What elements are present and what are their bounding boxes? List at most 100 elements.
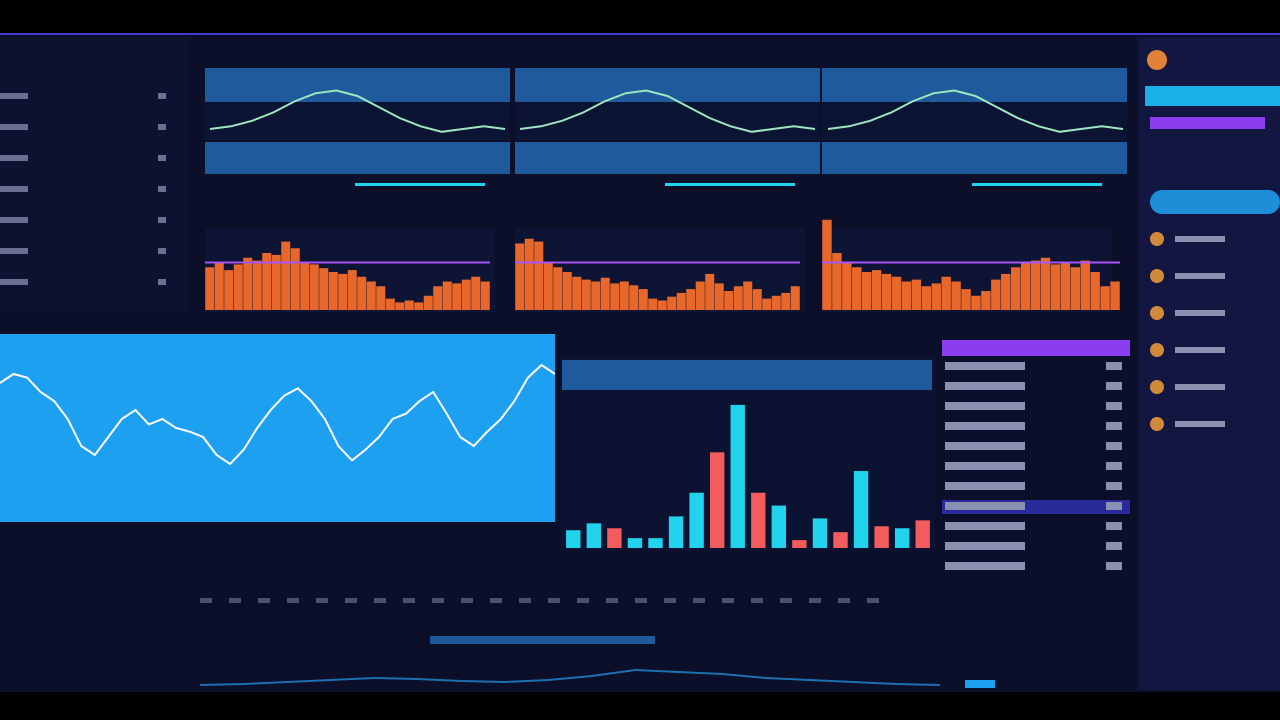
list-row-text <box>945 482 1025 490</box>
bar <box>822 219 832 310</box>
list-row-value <box>1106 462 1122 470</box>
sidebar-row-value <box>158 124 166 130</box>
sidebar-icon <box>1150 232 1164 246</box>
bar <box>442 281 452 310</box>
progress-bar <box>430 636 655 644</box>
bar <box>901 281 912 310</box>
sidebar-row-text <box>0 93 28 99</box>
mini-panel-strip <box>972 183 1102 186</box>
bar <box>891 276 902 310</box>
timeline-tick <box>693 598 705 603</box>
bar <box>524 238 534 310</box>
sidebar-row-text <box>0 155 28 161</box>
bar <box>714 283 724 310</box>
timeline-tick <box>374 598 386 603</box>
bar <box>452 283 462 310</box>
sidebar-item-text <box>1175 421 1225 427</box>
bar <box>911 279 922 310</box>
bar <box>566 530 581 548</box>
bar <box>648 538 663 548</box>
list-row-value <box>1106 542 1122 550</box>
bar <box>657 300 667 310</box>
mini-panel-strip <box>355 183 485 186</box>
bar <box>205 267 215 310</box>
bar <box>724 291 734 310</box>
bar <box>668 516 684 548</box>
sidebar-icon <box>1150 306 1164 320</box>
bar <box>832 253 842 310</box>
right-sidebar <box>1138 38 1280 690</box>
sidebar-item-text <box>1175 384 1225 390</box>
bar <box>591 281 601 310</box>
bar <box>676 292 686 310</box>
bar <box>961 289 971 310</box>
bar <box>951 281 961 310</box>
timeline-tick <box>490 598 502 603</box>
bar <box>1100 286 1110 310</box>
timeline-tick <box>548 598 560 603</box>
list-row-text <box>945 422 1025 430</box>
bar <box>562 272 572 310</box>
bar <box>572 276 582 310</box>
bar <box>471 276 481 310</box>
bar <box>833 532 848 548</box>
bar-panel-header <box>562 360 932 390</box>
bar <box>790 286 800 310</box>
sidebar-row-value <box>158 279 166 285</box>
mini-panel-header <box>822 68 1127 102</box>
bar <box>781 292 791 310</box>
bar <box>730 404 745 548</box>
sidebar-item-text <box>1175 236 1225 242</box>
bar <box>894 528 910 548</box>
mini-panel-body <box>515 102 820 140</box>
top-border <box>0 33 1280 35</box>
bar <box>743 281 753 310</box>
sidebar-highlight[interactable] <box>1145 86 1280 106</box>
bar <box>461 279 471 310</box>
chart-background <box>0 334 555 522</box>
bar <box>627 538 643 548</box>
bar <box>404 300 414 310</box>
sidebar-row-value <box>158 186 166 192</box>
sidebar-row-value <box>158 93 166 99</box>
bar <box>1001 273 1011 310</box>
list-row-text <box>945 402 1025 410</box>
sidebar-row-text <box>0 248 28 254</box>
bar <box>319 268 329 310</box>
bar <box>357 276 367 310</box>
sidebar-icon <box>1150 380 1164 394</box>
bar <box>607 528 622 548</box>
list-row-text <box>945 542 1025 550</box>
bar <box>376 286 386 310</box>
timeline-tick <box>867 598 879 603</box>
bar <box>871 270 882 310</box>
bar <box>915 520 930 548</box>
sidebar-button[interactable] <box>1150 190 1280 214</box>
mini-panel-header <box>515 142 820 174</box>
bar <box>981 291 991 310</box>
timeline-tick <box>809 598 821 603</box>
bar <box>224 270 234 310</box>
bar <box>1030 260 1041 310</box>
bar <box>515 243 525 310</box>
timeline-tick <box>635 598 647 603</box>
list-highlight[interactable] <box>942 340 1130 356</box>
bar <box>1020 262 1031 310</box>
sidebar-tag[interactable] <box>1150 117 1265 129</box>
scroll-indicator[interactable] <box>965 680 995 688</box>
bar <box>705 273 715 310</box>
timeline-tick <box>461 598 473 603</box>
sidebar-item-text <box>1175 347 1225 353</box>
timeline-tick <box>345 598 357 603</box>
line <box>519 89 816 133</box>
bar <box>638 289 648 310</box>
sidebar-row-text <box>0 186 28 192</box>
bar <box>1080 260 1090 310</box>
bar <box>553 267 563 310</box>
timeline-tick <box>432 598 444 603</box>
bar <box>1010 267 1021 310</box>
sidebar-icon <box>1150 269 1164 283</box>
bar <box>874 526 889 548</box>
